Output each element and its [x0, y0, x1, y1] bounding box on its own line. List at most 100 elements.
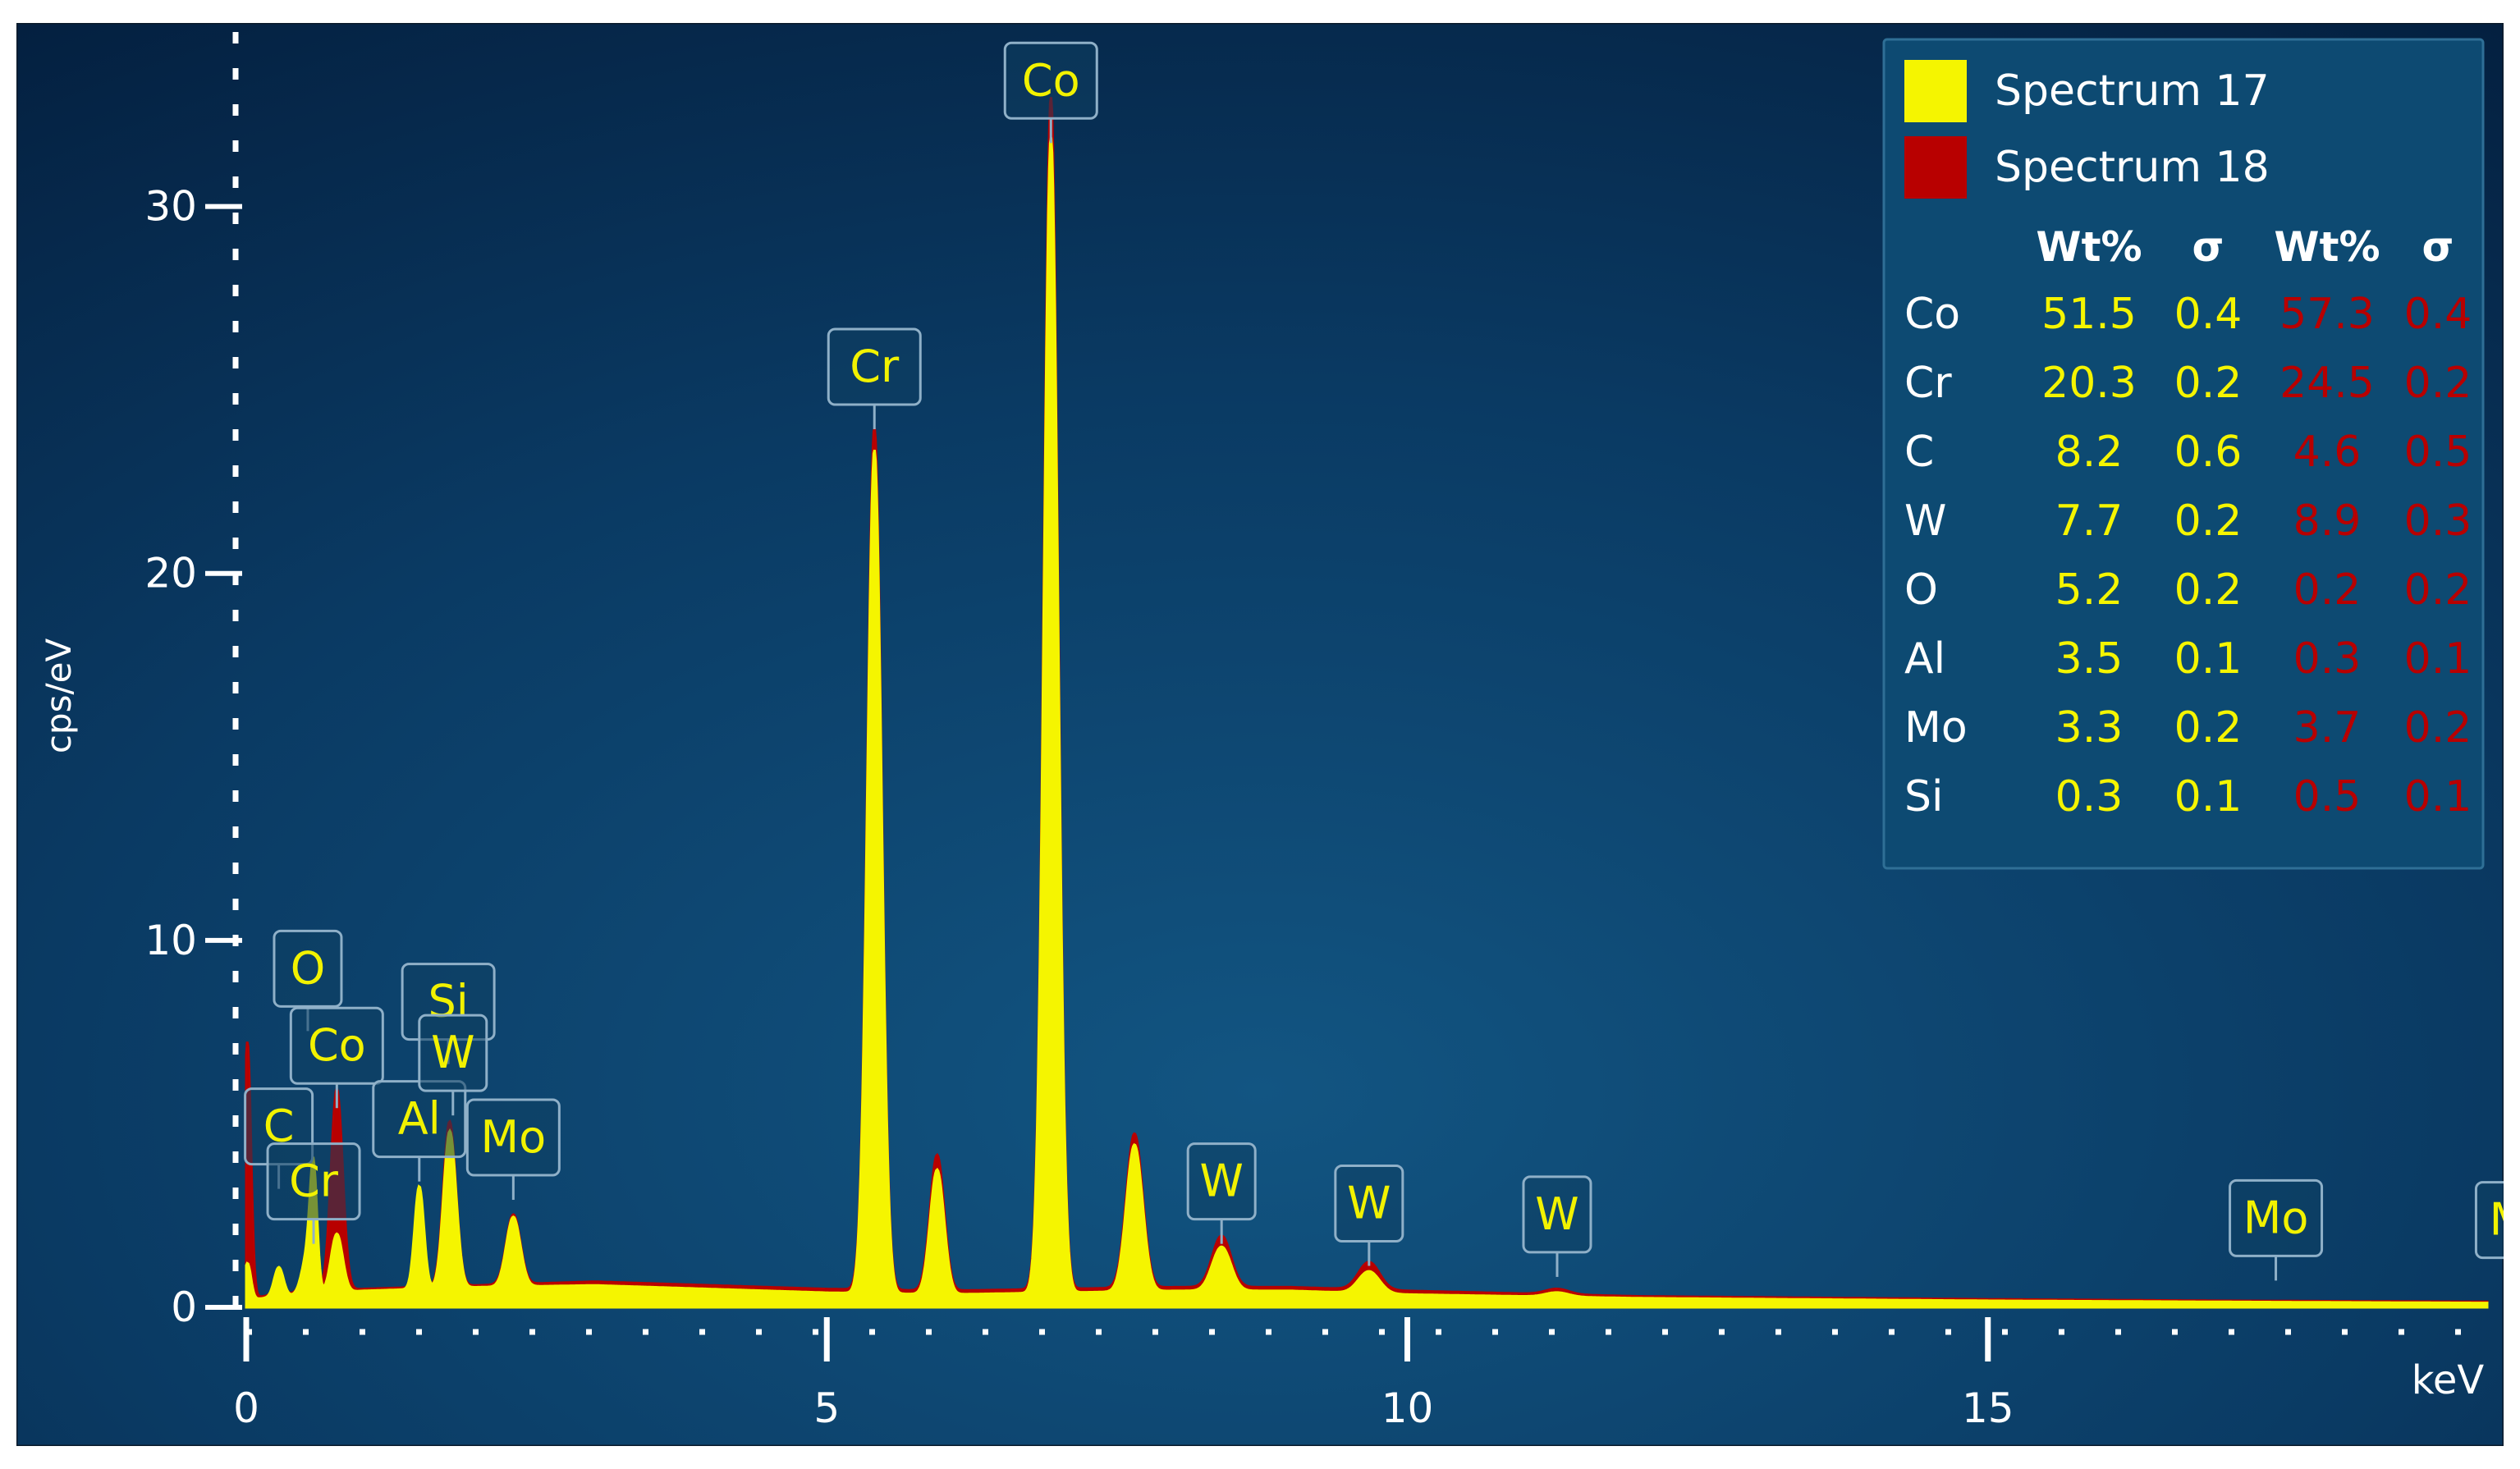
peak-label-mo: Mo — [465, 1098, 561, 1201]
peak-label-box — [465, 1098, 561, 1177]
table-cell-element: Al — [1904, 634, 1945, 684]
table-header-s17-sigma: σ — [2192, 223, 2224, 271]
y-tick-label: 0 — [171, 1284, 197, 1331]
peak-label-box — [1334, 1165, 1404, 1243]
table-cell-s17-wt: 20.3 — [2041, 359, 2137, 408]
peak-label-text: W — [1199, 1156, 1243, 1207]
peak-label-text: W — [431, 1027, 474, 1078]
peak-label-box — [273, 929, 343, 1008]
legend-swatch-spectrum-18 — [1904, 136, 1967, 199]
table-cell-s18-wt: 3.7 — [2293, 703, 2362, 753]
y-axis: 0 10 20 30 — [144, 23, 242, 1331]
y-tick-label: 20 — [144, 550, 197, 597]
table-header-s18-sigma: σ — [2422, 223, 2454, 271]
peak-label-mo: Mo — [2229, 1178, 2324, 1281]
peak-label-text: W — [1535, 1188, 1578, 1240]
table-cell-element: W — [1904, 497, 1946, 546]
table-cell-s18-sigma: 0.5 — [2404, 428, 2472, 477]
table-cell-s18-wt: 0.5 — [2293, 772, 2362, 821]
x-axis: 0 5 10 15 — [233, 1317, 2487, 1432]
x-tick-label: 0 — [233, 1384, 259, 1432]
table-cell-s17-sigma: 0.2 — [2174, 565, 2243, 615]
peak-label-o: O — [273, 929, 343, 1032]
peak-label-w: W — [1334, 1165, 1404, 1266]
peak-label-text: Mo — [481, 1111, 547, 1163]
peak-label-w: W — [418, 1014, 488, 1116]
table-cell-s17-sigma: 0.4 — [2174, 290, 2243, 339]
peak-label-text: Cr — [289, 1156, 339, 1207]
peak-label-text: Mo — [2490, 1194, 2504, 1246]
y-tick-label: 10 — [144, 917, 197, 964]
peak-label-box — [2229, 1178, 2324, 1257]
peak-label-text: W — [1347, 1178, 1391, 1229]
peak-label-co: Co — [1003, 41, 1098, 144]
table-cell-s17-sigma: 0.1 — [2174, 634, 2243, 684]
table-cell-element: O — [1904, 565, 1938, 615]
table-cell-s18-wt: 8.9 — [2293, 497, 2362, 546]
peak-label-al: Al — [372, 1080, 467, 1182]
table-cell-s17-sigma: 0.2 — [2174, 703, 2243, 753]
peak-label-text: O — [291, 942, 326, 994]
table-cell-s18-sigma: 0.2 — [2404, 703, 2472, 753]
table-cell-element: Si — [1904, 772, 1943, 821]
peak-label-cr: Cr — [266, 1142, 361, 1244]
table-cell-s18-wt: 57.3 — [2279, 290, 2375, 339]
table-cell-s17-sigma: 0.2 — [2174, 497, 2243, 546]
peak-label-text: Al — [398, 1093, 441, 1145]
peak-label-text: Co — [1022, 54, 1080, 106]
y-tick-label: 30 — [144, 183, 197, 231]
peak-label-box — [289, 1006, 384, 1085]
peak-label-box — [1186, 1142, 1257, 1221]
peak-label-w: W — [1186, 1142, 1257, 1244]
table-cell-s17-sigma: 0.2 — [2174, 359, 2243, 408]
table-cell-s18-sigma: 0.1 — [2404, 772, 2472, 821]
peak-label-box — [1003, 41, 1098, 120]
peak-label-box — [266, 1142, 361, 1221]
legend-swatch-spectrum-17 — [1904, 60, 1967, 122]
legend: Spectrum 17 Spectrum 18 Wt% σ Wt% σ Co 51… — [1882, 38, 2485, 870]
table-cell-s17-wt: 3.5 — [2055, 634, 2124, 684]
legend-panel — [1882, 38, 2485, 870]
legend-label-spectrum-18: Spectrum 18 — [1995, 143, 2270, 192]
table-cell-element: Co — [1904, 290, 1960, 339]
y-axis-label: cps/eV — [39, 638, 79, 754]
table-cell-element: C — [1904, 428, 1934, 477]
peak-label-box — [418, 1014, 488, 1092]
table-cell-s18-sigma: 0.3 — [2404, 497, 2472, 546]
table-cell-s18-sigma: 0.1 — [2404, 634, 2472, 684]
peak-label-w: W — [1522, 1175, 1592, 1277]
series-area-spectrum-17 — [245, 137, 2489, 1309]
table-cell-s17-sigma: 0.1 — [2174, 772, 2243, 821]
series-layer — [245, 97, 2489, 1309]
table-cell-s17-sigma: 0.6 — [2174, 428, 2243, 477]
table-cell-s17-wt: 7.7 — [2055, 497, 2124, 546]
table-cell-s18-sigma: 0.2 — [2404, 565, 2472, 615]
peak-label-text: Mo — [2243, 1192, 2309, 1243]
legend-label-spectrum-17: Spectrum 17 — [1995, 66, 2270, 116]
composition-table: Co 51.5 0.4 57.3 0.4 Cr 20.3 0.2 24.5 0.2 C 8.2 0.6 4… — [1904, 290, 2472, 821]
table-cell-s17-wt: 3.3 — [2055, 703, 2124, 753]
x-tick-label: 5 — [813, 1384, 840, 1432]
table-cell-s18-wt: 24.5 — [2279, 359, 2375, 408]
series-area-spectrum-18 — [245, 97, 2489, 1309]
table-cell-s18-sigma: 0.4 — [2404, 290, 2472, 339]
table-header-s17-wt: Wt% — [2036, 223, 2142, 271]
table-cell-s17-wt: 51.5 — [2041, 290, 2137, 339]
table-cell-element: Mo — [1904, 703, 1968, 753]
table-cell-s18-sigma: 0.2 — [2404, 359, 2472, 408]
peak-label-box — [827, 327, 922, 406]
table-cell-s18-wt: 0.2 — [2293, 565, 2362, 615]
table-header-s18-wt: Wt% — [2274, 223, 2380, 271]
peak-label-box — [1522, 1175, 1592, 1254]
table-cell-s18-wt: 0.3 — [2293, 634, 2362, 684]
table-cell-element: Cr — [1904, 359, 1952, 408]
x-tick-label: 15 — [1962, 1384, 2014, 1432]
x-tick-label: 10 — [1381, 1384, 1434, 1432]
peak-label-text: Co — [308, 1019, 366, 1071]
table-cell-s18-wt: 4.6 — [2293, 428, 2362, 477]
x-axis-label: keV — [2412, 1357, 2485, 1403]
peak-label-text: Cr — [850, 341, 900, 392]
table-cell-s17-wt: 8.2 — [2055, 428, 2124, 477]
